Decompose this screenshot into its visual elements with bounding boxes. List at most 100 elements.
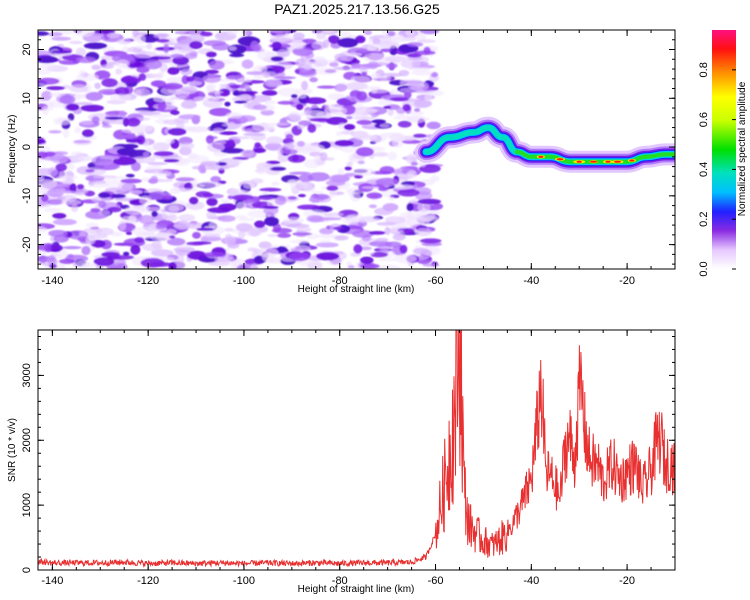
noise-blob [353, 111, 363, 118]
noise-blob [375, 177, 399, 186]
noise-blob [303, 62, 312, 70]
noise-blob [266, 80, 282, 87]
noise-blob [38, 98, 50, 102]
noise-blob [389, 89, 400, 96]
noise-blob [46, 86, 65, 91]
noise-blob [240, 149, 255, 155]
noise-blob [269, 166, 287, 171]
noise-blob [324, 106, 348, 116]
noise-blob [299, 69, 317, 78]
noise-blob [300, 181, 314, 186]
noise-blob [227, 242, 240, 249]
noise-blob [114, 86, 130, 96]
noise-blob [135, 45, 148, 49]
noise-blob [142, 243, 163, 252]
signal-hotspot-core [556, 158, 564, 161]
noise-blob [309, 117, 332, 122]
noise-blob [121, 76, 139, 84]
noise-blob [85, 91, 104, 101]
noise-blob [47, 32, 63, 37]
y-tick-label: 20 [21, 43, 33, 55]
signal-hotspot-core [538, 155, 544, 158]
signal-hotspot-core [605, 160, 611, 163]
noise-blob [202, 74, 222, 83]
noise-blob [173, 222, 197, 229]
noise-blob [319, 227, 334, 235]
chart-title: PAZ1.2025.217.13.56.G25 [274, 1, 440, 17]
signal-hotspot-core [629, 159, 635, 162]
noise-blob [93, 257, 115, 266]
noise-blob [301, 38, 317, 44]
snr-y-axis-label: SNR (10 * v/v) [7, 418, 18, 482]
noise-blob [121, 128, 144, 134]
noise-blob [292, 47, 314, 57]
noise-blob [186, 155, 210, 164]
noise-blob [123, 251, 130, 256]
noise-blob [95, 227, 114, 236]
noise-blob [55, 183, 69, 188]
noise-blob [266, 136, 283, 145]
noise-blob [55, 163, 68, 172]
noise-blob [189, 196, 199, 205]
noise-blob [361, 71, 368, 76]
noise-blob [309, 77, 318, 83]
noise-blob [283, 149, 298, 155]
noise-blob [155, 223, 167, 230]
noise-blob [257, 247, 279, 258]
noise-blob [260, 109, 275, 116]
noise-blob [213, 140, 227, 145]
noise-blob [38, 31, 49, 36]
noise-blob [387, 30, 396, 37]
noise-blob [115, 68, 122, 75]
noise-blob [415, 191, 433, 201]
noise-blob [325, 157, 335, 161]
noise-blob [313, 56, 326, 62]
noise-blob [227, 122, 237, 129]
noise-blob [79, 120, 95, 126]
noise-blob [366, 45, 378, 51]
noise-blob [276, 246, 288, 254]
noise-blob [250, 178, 264, 184]
noise-blob [167, 214, 178, 222]
noise-blob [88, 182, 109, 189]
noise-blob [232, 194, 254, 201]
noise-blob [209, 107, 232, 117]
noise-blob [250, 40, 260, 51]
noise-blob [241, 59, 254, 69]
noise-blob [81, 245, 91, 256]
noise-blob [332, 66, 356, 71]
noise-blob [236, 78, 252, 83]
x-tick-label: -20 [619, 575, 635, 587]
noise-blob [414, 227, 432, 237]
noise-blob [126, 117, 141, 127]
noise-blob [399, 87, 423, 93]
noise-blob [169, 235, 176, 239]
noise-blob [388, 132, 405, 143]
noise-blob [298, 120, 312, 126]
noise-blob [417, 198, 442, 205]
noise-blob [224, 227, 234, 232]
noise-blob [307, 123, 317, 133]
noise-blob [44, 243, 52, 253]
noise-blob [323, 30, 335, 33]
noise-blob [238, 217, 255, 222]
noise-blob [136, 66, 150, 73]
noise-blob [148, 191, 167, 200]
noise-blob [156, 53, 173, 57]
noise-blob [142, 151, 150, 157]
noise-blob [102, 91, 116, 95]
noise-blob [165, 138, 175, 144]
noise-blob [110, 94, 132, 102]
signal-hotspot-core [589, 160, 598, 163]
noise-blob [38, 168, 48, 176]
noise-blob [370, 170, 391, 175]
noise-blob [289, 97, 301, 103]
noise-blob [117, 181, 133, 192]
noise-blob [414, 108, 421, 112]
noise-blob [229, 136, 250, 140]
noise-blob [74, 127, 82, 134]
noise-blob [393, 184, 414, 190]
noise-blob [198, 164, 206, 174]
noise-blob [187, 30, 202, 35]
noise-blob [335, 131, 343, 137]
